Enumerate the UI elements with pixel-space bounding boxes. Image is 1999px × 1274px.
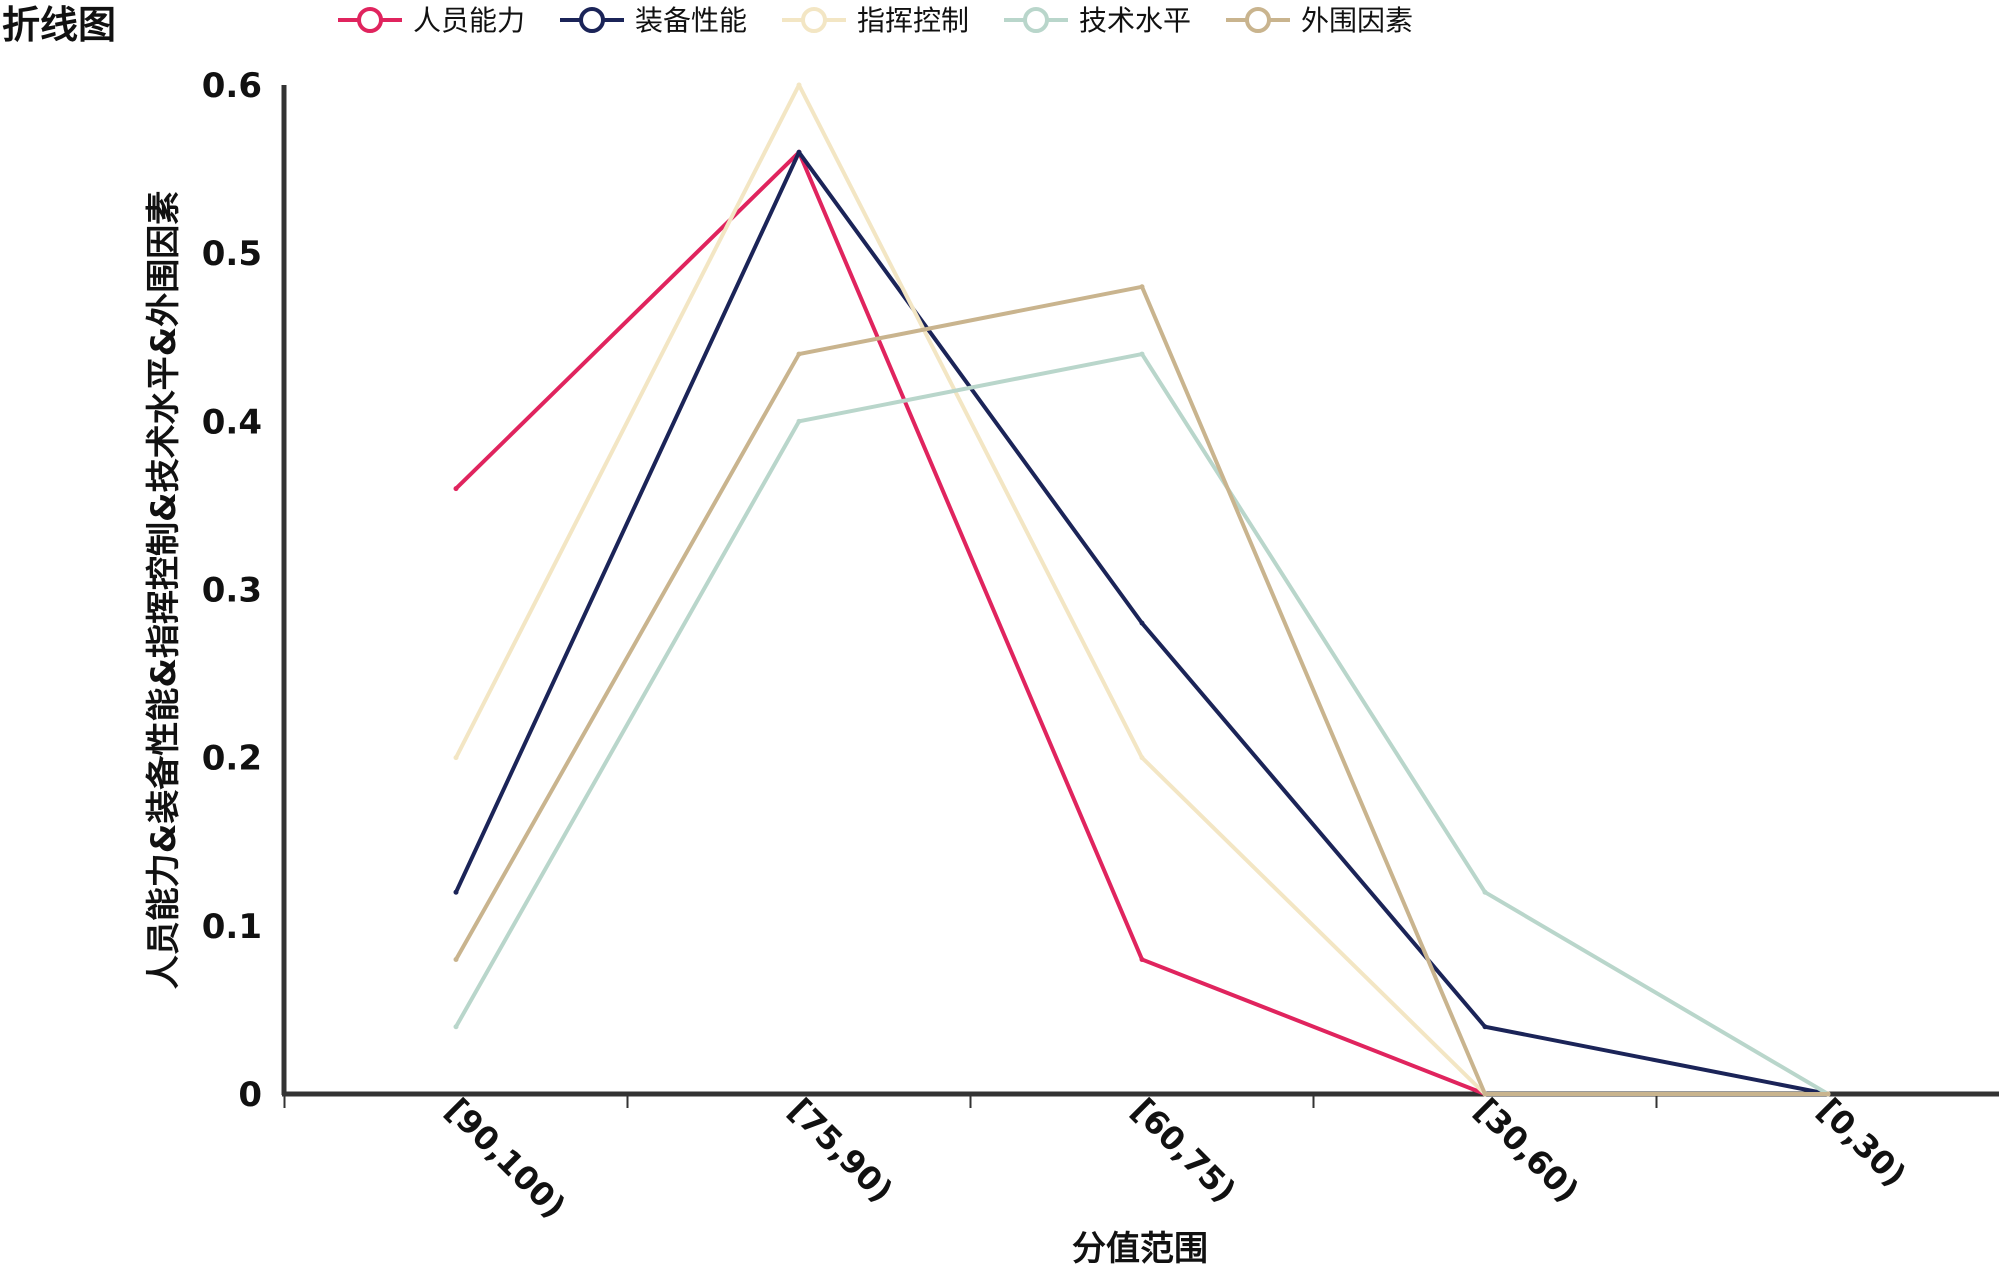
- data-point: [453, 486, 459, 492]
- data-point: [796, 418, 802, 424]
- data-point: [1139, 284, 1145, 290]
- x-axis-ticks: [90,100) [75,90) [60,75) [30,60) [0,30): [283, 1091, 1914, 1226]
- legend-item: 外围因素: [1226, 4, 1413, 37]
- x-tick-label: [0,30): [1810, 1091, 1913, 1194]
- data-point: [1482, 889, 1488, 895]
- data-point: [796, 82, 802, 88]
- y-tick-label: 0.2: [202, 739, 262, 779]
- legend-marker: [579, 7, 605, 33]
- y-axis-label: 人员能力&装备性能&指挥控制&技术水平&外围因素: [144, 191, 184, 990]
- x-axis-label: 分值范围: [1072, 1229, 1208, 1269]
- legend-marker: [1023, 7, 1049, 33]
- legend-label: 指挥控制: [857, 4, 969, 37]
- legend-label: 人员能力: [413, 4, 525, 37]
- data-point: [453, 956, 459, 962]
- legend-label: 外围因素: [1301, 4, 1413, 37]
- data-point: [453, 755, 459, 761]
- legend-item: 装备性能: [560, 4, 747, 37]
- legend-item: 人员能力: [338, 4, 525, 37]
- data-point: [1139, 956, 1145, 962]
- legend-label: 装备性能: [635, 4, 747, 37]
- x-tick-label: [60,75): [1124, 1091, 1243, 1210]
- y-tick-label: 0.5: [202, 234, 262, 274]
- y-tick-label: 0.4: [202, 402, 262, 442]
- y-tick-label: 0.6: [202, 66, 262, 106]
- y-tick-label: 0: [238, 1075, 262, 1115]
- y-tick-label: 0.1: [202, 907, 262, 947]
- legend-item: 技术水平: [1004, 4, 1191, 37]
- legend-item: 指挥控制: [782, 4, 969, 37]
- data-point: [796, 351, 802, 357]
- x-tick-label: [75,90): [781, 1091, 900, 1210]
- x-tick-label: [90,100): [438, 1091, 573, 1226]
- chart-title: 折线图: [2, 3, 116, 47]
- y-axis-ticks: 0 0.1 0.2 0.3 0.4 0.5 0.6: [202, 66, 262, 1115]
- data-point: [1139, 620, 1145, 626]
- data-point: [453, 889, 459, 895]
- series-line: [454, 83, 1828, 1096]
- legend-marker: [801, 7, 827, 33]
- legend-marker: [1245, 7, 1271, 33]
- series-lines: [453, 82, 1831, 1097]
- x-tick-label: [30,60): [1467, 1091, 1586, 1210]
- data-point: [796, 149, 802, 155]
- data-point: [1825, 1091, 1831, 1097]
- data-point: [453, 1024, 459, 1030]
- y-tick-label: 0.3: [202, 571, 262, 611]
- data-point: [1139, 351, 1145, 357]
- data-point: [1482, 1091, 1488, 1097]
- data-point: [1482, 1024, 1488, 1030]
- series-line: [454, 352, 1830, 1096]
- legend-marker: [357, 7, 383, 33]
- data-point: [1139, 755, 1145, 761]
- chart-legend: 人员能力 装备性能 指挥控制 技术水平 外围因素: [338, 4, 1413, 37]
- legend-label: 技术水平: [1079, 4, 1191, 37]
